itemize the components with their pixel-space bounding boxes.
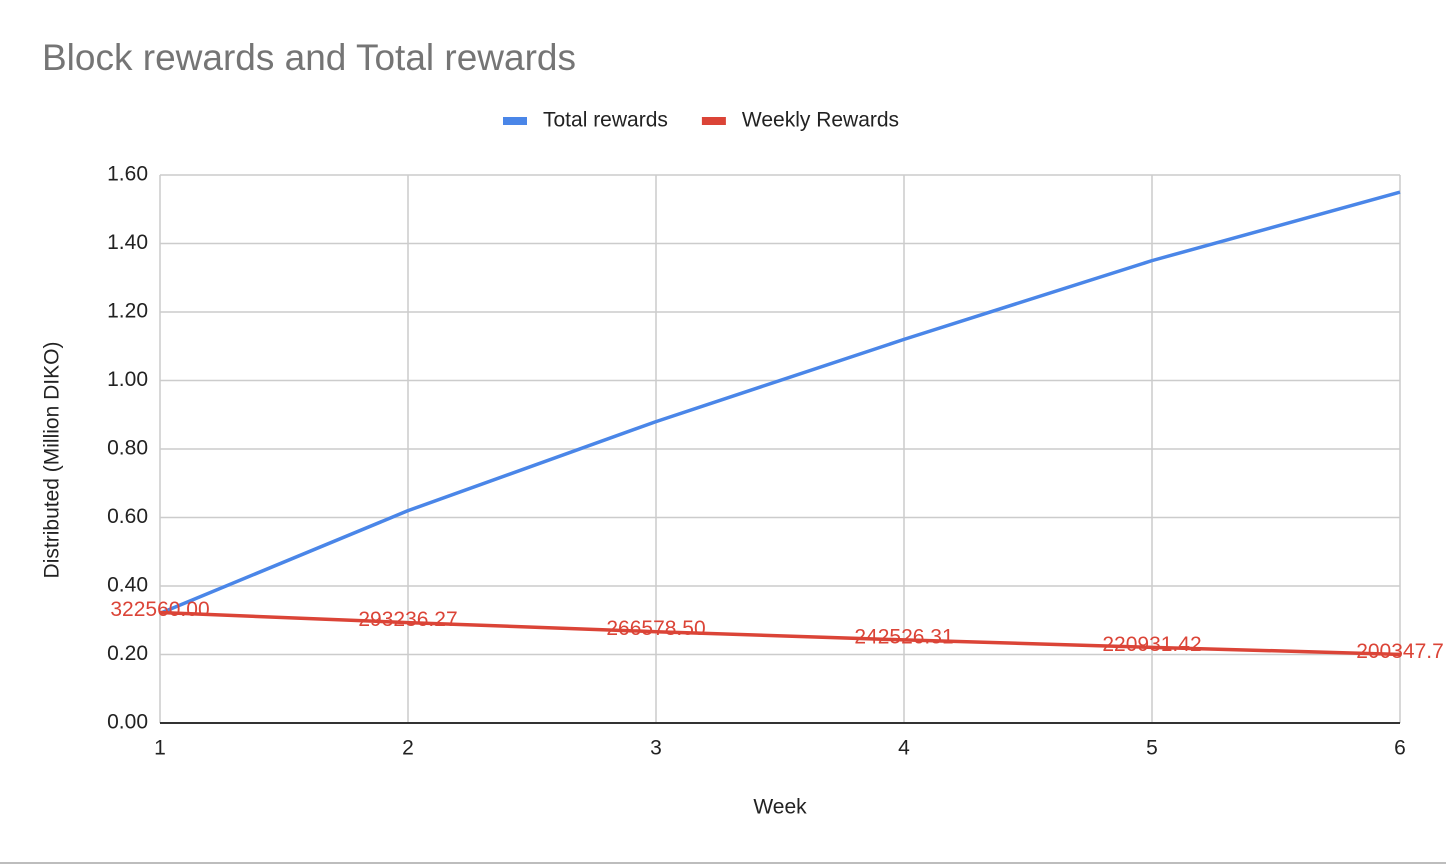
legend-label: Total rewards [543, 109, 668, 132]
y-tick-label: 0.60 [107, 505, 148, 528]
y-tick-label: 1.00 [107, 368, 148, 391]
y-axis-label: Distributed (Million DIKO) [41, 342, 64, 579]
data-label: 266578.50 [606, 617, 705, 640]
x-tick-label: 1 [154, 737, 166, 760]
y-tick-label: 1.20 [107, 300, 148, 323]
x-axis-label: Week [753, 796, 807, 819]
x-tick-label: 4 [898, 737, 910, 760]
y-tick-label: 0.00 [107, 711, 148, 734]
data-label: 220931.42 [1102, 633, 1201, 656]
chart-title: Block rewards and Total rewards [42, 37, 576, 78]
y-tick-label: 1.60 [107, 163, 148, 186]
y-tick-label: 0.80 [107, 437, 148, 460]
x-tick-label: 3 [650, 737, 662, 760]
data-label: 200347.7 [1356, 640, 1444, 663]
legend-swatch [701, 117, 726, 125]
series-line [159, 610, 1401, 657]
legend-label: Weekly Rewards [742, 109, 899, 132]
y-tick-label: 0.20 [107, 642, 148, 665]
x-tick-label: 5 [1146, 737, 1158, 760]
legend-swatch [503, 117, 527, 125]
data-label: 293236.27 [358, 608, 457, 631]
x-tick-label: 6 [1394, 737, 1406, 760]
series-line [159, 190, 1401, 616]
y-tick-label: 1.40 [107, 231, 148, 254]
x-tick-label: 2 [402, 737, 414, 760]
data-label: 322560.00 [110, 598, 209, 621]
data-label: 242526.31 [854, 625, 953, 648]
y-tick-label: 0.40 [107, 574, 148, 597]
